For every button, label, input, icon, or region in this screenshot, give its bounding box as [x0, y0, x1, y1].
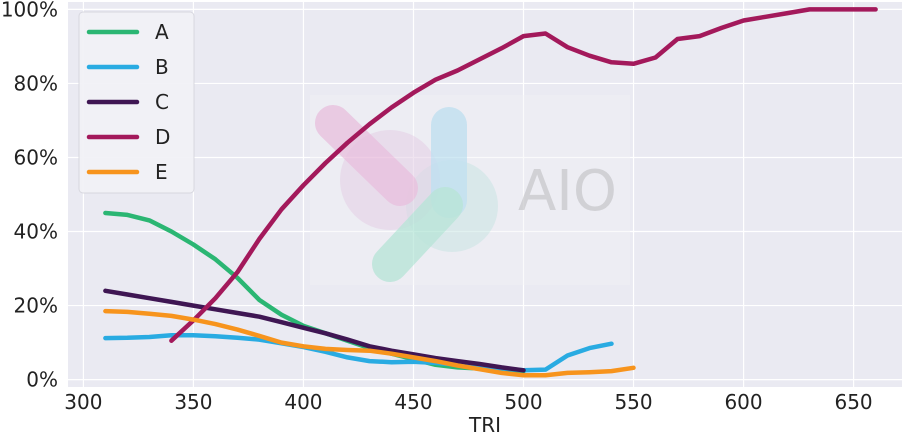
y-tick-label: 60% — [14, 145, 58, 169]
x-tick-label: 550 — [614, 390, 652, 414]
x-axis-ticks: 300 350 400 450 500 550 600 650 — [64, 390, 872, 414]
y-tick-label: 40% — [14, 220, 58, 244]
x-axis-label: TRI — [468, 413, 501, 434]
series-lines — [103, 7, 878, 378]
grid — [68, 2, 902, 387]
y-tick-label: 80% — [14, 71, 58, 95]
x-tick-label: 600 — [724, 390, 762, 414]
x-tick-label: 450 — [394, 390, 432, 414]
y-tick-label: 100% — [1, 0, 58, 21]
legend-label-E: E — [155, 160, 168, 184]
series-line-C — [103, 288, 526, 373]
legend-label-B: B — [155, 55, 169, 79]
x-tick-label: 400 — [284, 390, 322, 414]
legend-label-C: C — [155, 90, 169, 114]
legend-label-D: D — [155, 125, 170, 149]
y-tick-label: 20% — [14, 294, 58, 318]
legend-label-A: A — [155, 20, 169, 44]
x-tick-label: 500 — [504, 390, 542, 414]
watermark-pink-stroke — [315, 105, 418, 206]
series-line-D — [169, 7, 878, 343]
watermark-logo: AIO — [310, 95, 630, 285]
y-tick-label: 0% — [26, 368, 58, 392]
series-line-E — [103, 308, 636, 378]
y-axis-ticks: 0% 20% 40% 60% 80% 100% — [1, 0, 58, 392]
x-tick-label: 650 — [834, 390, 872, 414]
watermark-green-stroke — [372, 187, 463, 282]
x-tick-label: 300 — [64, 390, 102, 414]
watermark-text: AIO — [518, 159, 617, 224]
series-line-B — [103, 332, 614, 373]
x-tick-label: 350 — [174, 390, 212, 414]
